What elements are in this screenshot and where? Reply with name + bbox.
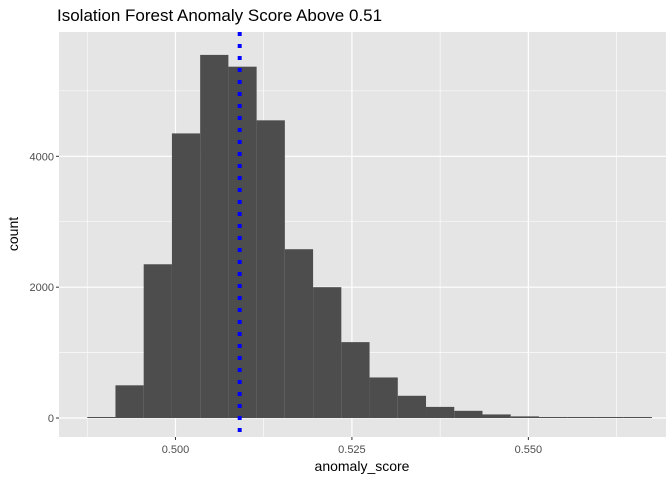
x-axis: 0.500 0.525 0.550 <box>162 437 542 456</box>
histogram-bar <box>341 342 370 419</box>
y-tick-label: 4000 <box>30 151 54 163</box>
histogram-bar <box>143 264 172 419</box>
histogram-bar <box>623 417 652 419</box>
histogram-bar <box>284 249 314 419</box>
histogram-bar <box>256 120 285 419</box>
x-tick-label: 0.500 <box>162 444 190 456</box>
histogram-bar <box>482 414 511 419</box>
histogram-bar <box>538 417 568 419</box>
histogram-bar <box>397 395 427 419</box>
histogram-bar <box>200 54 229 419</box>
chart-title: Isolation Forest Anomaly Score Above 0.5… <box>57 6 382 25</box>
histogram-bar <box>567 417 596 419</box>
histogram-bar <box>115 385 144 419</box>
histogram-bar <box>228 66 257 419</box>
histogram-bar <box>87 417 116 419</box>
histogram-bars <box>87 54 652 419</box>
histogram-bar <box>510 416 539 419</box>
x-tick-label: 0.525 <box>338 444 366 456</box>
histogram-bar <box>369 377 398 419</box>
histogram-bar <box>313 287 342 419</box>
y-axis: 0 2000 4000 <box>30 151 59 425</box>
histogram-bar <box>454 410 483 419</box>
y-tick-label: 2000 <box>30 282 54 294</box>
histogram-bar <box>595 417 624 419</box>
y-tick-label: 0 <box>48 413 54 425</box>
histogram-bar <box>171 133 201 419</box>
x-tick-label: 0.550 <box>515 444 543 456</box>
y-axis-title: count <box>5 217 21 251</box>
histogram-bar <box>426 406 455 419</box>
x-axis-title: anomaly_score <box>315 458 410 474</box>
